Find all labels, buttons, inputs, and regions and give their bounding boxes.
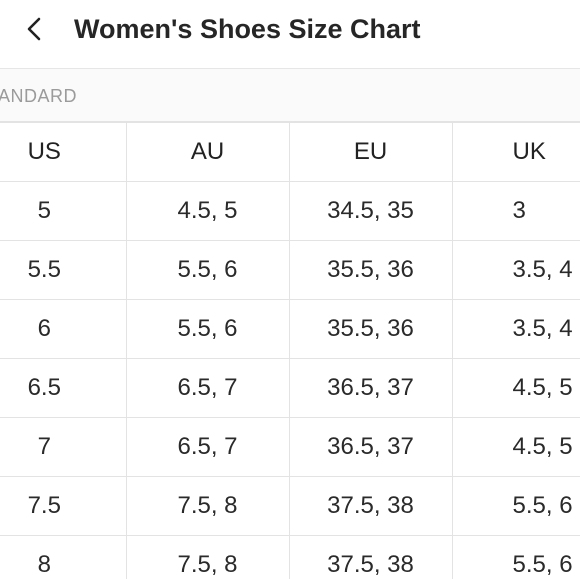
cell-eu: 36.5, 37 [289, 417, 453, 477]
table-row: 6.5 6.5, 7 36.5, 37 4.5, 5 [0, 358, 580, 418]
cell-us: 8 [0, 535, 127, 579]
cell-us: 5 [0, 181, 127, 241]
section-header [0, 69, 580, 121]
cell-au: 5.5, 6 [126, 240, 290, 300]
cell-au: 7.5, 8 [126, 476, 290, 536]
cell-eu: 35.5, 36 [289, 299, 453, 359]
header-bar: Women's Shoes Size Chart [0, 0, 580, 69]
cell-us: 6 [0, 299, 127, 359]
table-row: 7.5 7.5, 8 37.5, 38 5.5, 6 [0, 476, 580, 536]
page-title: Women's Shoes Size Chart [74, 14, 421, 44]
table-row: 8 7.5, 8 37.5, 38 5.5, 6 [0, 535, 580, 579]
cell-uk: 3 [452, 181, 580, 241]
cell-au: 6.5, 7 [126, 358, 290, 418]
cell-us: 7.5 [0, 476, 127, 536]
cell-uk: 3.5, 4 [452, 240, 580, 300]
cell-au: 7.5, 8 [126, 535, 290, 579]
table-row: 6 5.5, 6 35.5, 36 3.5, 4 [0, 299, 580, 359]
back-button[interactable] [20, 12, 50, 46]
table-row: 5.5 5.5, 6 35.5, 36 3.5, 4 [0, 240, 580, 300]
cell-au: 5.5, 6 [126, 299, 290, 359]
cell-uk: 5.5, 6 [452, 476, 580, 536]
cell-eu: 37.5, 38 [289, 535, 453, 579]
cell-eu: 34.5, 35 [289, 181, 453, 241]
column-header-eu: EU [289, 121, 453, 182]
cell-uk: 4.5, 5 [452, 417, 580, 477]
cell-uk: 4.5, 5 [452, 358, 580, 418]
cell-eu: 35.5, 36 [289, 240, 453, 300]
cell-uk: 5.5, 6 [452, 535, 580, 579]
cell-us: 5.5 [0, 240, 127, 300]
column-header-us: US [0, 121, 127, 182]
cell-us: 7 [0, 417, 127, 477]
table-row: 7 6.5, 7 36.5, 37 4.5, 5 [0, 417, 580, 477]
size-table: US AU EU UK 5 4.5, 5 34.5, 35 3 5.5 5.5,… [0, 121, 580, 579]
section-label: ANDARD [0, 86, 78, 106]
cell-us: 6.5 [0, 358, 127, 418]
cell-au: 6.5, 7 [126, 417, 290, 477]
cell-au: 4.5, 5 [126, 181, 290, 241]
cell-eu: 36.5, 37 [289, 358, 453, 418]
column-header-au: AU [126, 121, 290, 182]
column-header-uk: UK [452, 121, 580, 182]
cell-eu: 37.5, 38 [289, 476, 453, 536]
table-header-row: US AU EU UK [0, 121, 580, 182]
chevron-left-icon [27, 17, 41, 41]
cell-uk: 3.5, 4 [452, 299, 580, 359]
table-row: 5 4.5, 5 34.5, 35 3 [0, 181, 580, 241]
